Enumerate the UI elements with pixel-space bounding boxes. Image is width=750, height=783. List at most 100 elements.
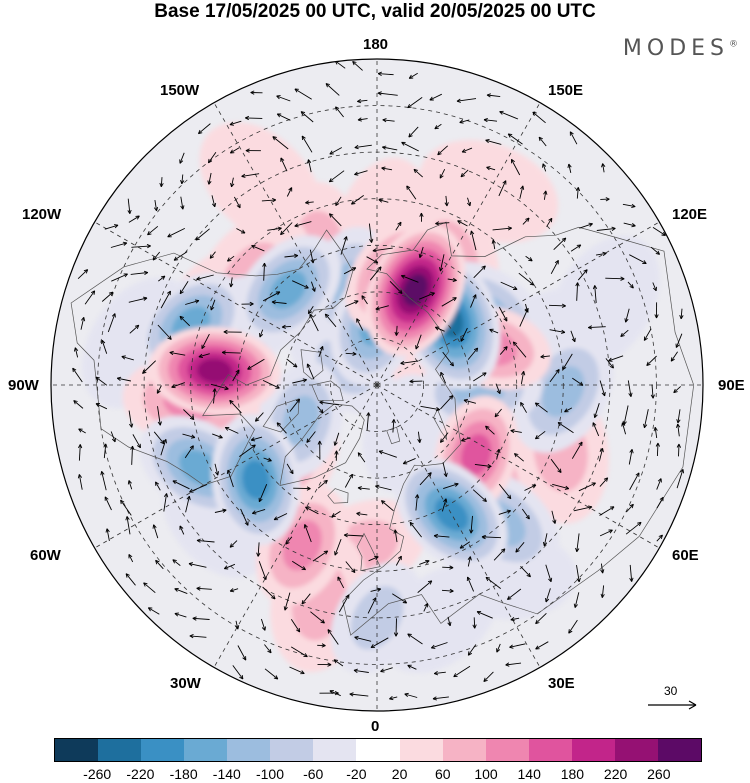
wind-vector: [356, 511, 368, 516]
wind-vector: [157, 406, 162, 426]
wind-vector: [357, 117, 368, 122]
wind-vector: [294, 88, 312, 100]
colorbar-segment: [141, 739, 185, 761]
colorbar-tick-label: -100: [255, 766, 285, 782]
wind-vector: [575, 282, 580, 301]
wind-vector: [152, 251, 161, 261]
wind-vector: [593, 403, 600, 419]
wind-vector: [247, 358, 265, 370]
wind-vector: [498, 509, 512, 515]
wind-vector: [628, 449, 634, 465]
coastline: [300, 349, 324, 380]
wind-vector: [598, 448, 604, 462]
wind-vector: [212, 388, 217, 404]
anomaly-contour-band: [242, 460, 270, 500]
wind-vector: [172, 480, 190, 490]
wind-vector: [485, 425, 495, 435]
wind-vector: [573, 592, 580, 608]
wind-vector: [276, 95, 291, 102]
wind-vector: [568, 619, 578, 634]
wind-vector: [281, 324, 292, 329]
wind-vector: [142, 360, 157, 374]
wind-vector: [120, 499, 132, 516]
vector-scale-label: 30: [664, 684, 678, 698]
wind-vector: [522, 217, 530, 225]
label-60e: 60E: [672, 547, 699, 564]
wind-vector: [276, 113, 291, 121]
wind-vector: [319, 400, 340, 406]
wind-vector: [292, 280, 309, 289]
colorbar-segment: [614, 739, 658, 761]
anomaly-contour-band: [269, 270, 307, 309]
wind-vector: [349, 692, 369, 697]
wind-vector: [510, 428, 522, 434]
wind-vector: [538, 136, 547, 147]
wind-vector: [354, 635, 372, 642]
wind-vector: [519, 185, 525, 199]
wind-vector: [375, 305, 389, 311]
wind-vector: [229, 399, 242, 414]
colorbar-segment: [442, 739, 486, 761]
wind-vector: [185, 495, 191, 513]
coastline: [311, 380, 344, 402]
wind-vector: [262, 586, 276, 600]
wind-vector: [442, 565, 454, 570]
colorbar-tick-label: -20: [346, 766, 367, 782]
wind-vector: [456, 98, 477, 103]
positive-anomaly: [148, 326, 281, 415]
wind-vector: [650, 384, 655, 399]
wind-vector: [466, 197, 472, 207]
wind-vector: [261, 197, 277, 203]
wind-vector: [240, 508, 249, 526]
wind-vector: [459, 541, 471, 549]
wind-vector: [498, 483, 512, 500]
wind-vector: [95, 376, 108, 386]
colorbar-segment: [98, 739, 142, 761]
wind-vector: [131, 243, 151, 249]
wind-vector: [652, 282, 657, 292]
wind-vector: [676, 468, 685, 489]
wind-vector: [236, 228, 246, 234]
wind-vector: [520, 565, 531, 578]
colorbar-segment: [657, 739, 701, 761]
wind-vector: [335, 196, 342, 206]
wind-vector: [244, 115, 263, 121]
wind-vector: [599, 380, 606, 397]
wind-vector: [73, 347, 79, 358]
wind-vector: [543, 190, 548, 200]
wind-vector: [499, 346, 508, 355]
wind-vector: [267, 226, 282, 231]
wind-vector: [72, 367, 83, 383]
wind-vector: [285, 536, 293, 545]
label-120e: 120E: [672, 206, 708, 223]
wind-vector: [650, 246, 661, 255]
wind-vector: [656, 534, 663, 542]
label-30w: 30W: [170, 675, 201, 692]
wind-vector: [562, 353, 573, 370]
wind-vector: [624, 308, 630, 323]
wind-vector: [579, 222, 593, 229]
colorbar-segment: [227, 739, 271, 761]
wind-vector: [317, 440, 322, 460]
wind-vector: [189, 633, 207, 639]
wind-vector: [467, 347, 479, 360]
wind-vector: [301, 135, 313, 153]
wind-vector: [550, 260, 559, 275]
wind-vector: [229, 120, 242, 126]
colorbar-tick-label: 180: [560, 766, 585, 782]
coastline: [356, 532, 381, 572]
wind-vector: [232, 665, 244, 680]
wind-vector: [552, 483, 570, 490]
wind-vector: [496, 643, 501, 653]
wind-vector: [306, 431, 316, 443]
label-30e: 30E: [548, 675, 575, 692]
wind-vector: [180, 196, 185, 210]
wind-vector: [429, 93, 442, 101]
label-120w: 120W: [22, 206, 62, 223]
wind-vector: [189, 484, 208, 493]
wind-vector: [354, 144, 372, 150]
wind-vector: [415, 494, 420, 511]
colorbar-tick-label: 220: [603, 766, 628, 782]
wind-vector: [474, 463, 492, 469]
wind-vector: [492, 226, 512, 231]
